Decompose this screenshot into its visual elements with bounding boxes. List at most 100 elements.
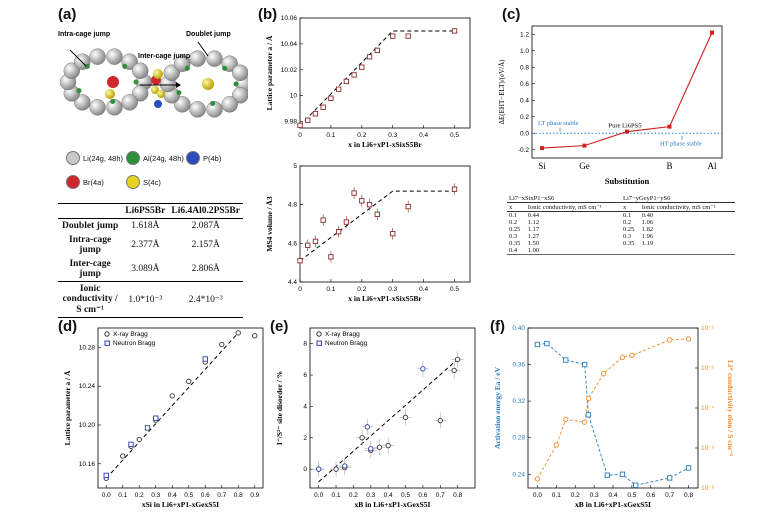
y-tick-label: 0.6 [520, 81, 529, 88]
p-atom [154, 100, 162, 108]
plot-frame [299, 165, 471, 283]
data-point [351, 190, 357, 196]
y2-tick-label: 10⁻² [701, 325, 715, 332]
table-cell: 0.2 [509, 219, 518, 226]
table-cell: 0.2 [622, 219, 632, 226]
s-atom [153, 69, 163, 79]
data-point [437, 417, 443, 424]
data-point [667, 124, 672, 129]
y2-tick-label: 10⁻³ [701, 365, 715, 372]
y-tick-label: 10.02 [281, 67, 298, 74]
data-point [553, 442, 559, 448]
y-axis-label: Lattice parameter a / Å [63, 370, 72, 445]
x-tick-label: 0.2 [349, 492, 358, 499]
data-point [619, 471, 626, 477]
y-tick-label: 10.28 [79, 344, 96, 351]
data-point [305, 242, 311, 248]
table-cell: Doublet jump [62, 221, 119, 231]
data-point [585, 395, 592, 402]
li-atom [106, 99, 123, 116]
y-tick-label: -0.2 [518, 147, 530, 154]
data-point [667, 475, 673, 481]
x-tick-label: 0.2 [357, 286, 366, 293]
atom-legend: Li(24g, 48h) Al(24g, 48h) P(4b) Br(4a) S(4c) [58, 147, 248, 199]
jump-distance-table: Li6PS5Br Li6.4Al0.2PS5Br Doublet jump 1.61… [58, 203, 243, 318]
legend-marker [104, 340, 110, 346]
li-atom [121, 94, 138, 111]
y-tick-label: 10.04 [281, 41, 298, 48]
data-point [235, 330, 241, 336]
data-point [405, 203, 411, 210]
li-atom [163, 64, 180, 81]
table-cell: 2.157Å [191, 240, 220, 250]
data-point [604, 472, 610, 478]
data-point [619, 354, 626, 360]
doublet-jump-label: Doublet jump [186, 31, 231, 38]
data-point [385, 442, 391, 449]
data-point [420, 366, 426, 372]
y-tick-label: 0 [303, 466, 307, 473]
data-point [359, 435, 365, 441]
x-tick-label: 0.4 [168, 492, 177, 499]
x-tick-label: Ge [579, 161, 590, 171]
legend-label: X-ray Bragg [113, 331, 148, 338]
data-point [402, 414, 409, 421]
li-atom [189, 101, 206, 118]
data-point [405, 33, 411, 39]
data-point [629, 352, 635, 359]
data-point [685, 336, 692, 342]
table-cell: 1.96 [641, 233, 654, 240]
y-tick-label: 4.6 [288, 240, 297, 247]
x-tick-label: 0.2 [357, 132, 366, 139]
y2-tick-label: 10⁻⁴ [701, 405, 715, 412]
al-atom [133, 79, 139, 85]
data-point [563, 416, 569, 423]
data-point [540, 146, 544, 151]
li-atom [89, 48, 106, 65]
panel-label-f: (f) [490, 318, 505, 335]
pure-annotation: Pure Li6PS5 [608, 122, 641, 129]
legend-label: Br(4a) [83, 177, 104, 187]
data-point [582, 361, 588, 368]
x-tick-label: 0.8 [234, 492, 243, 499]
y2-tick-label: 10⁻⁶ [701, 485, 715, 492]
x-tick-label: 0.3 [151, 492, 160, 499]
data-point [625, 129, 629, 134]
y-tick-label: 1.0 [520, 48, 529, 55]
al-atom [122, 63, 128, 69]
y-tick-label: 4.4 [288, 279, 297, 286]
panel-label-e: (e) [270, 318, 289, 335]
chart-d-lattice: 0.0 0.1 0.2 0.3 0.4 0.5 0.6 0.7 0.8 0.9 10.16 10.20… [63, 327, 264, 509]
data-point [305, 117, 311, 123]
y-tick-label: 2 [303, 435, 307, 442]
table-title-right: Li7−yGeyP1−yS6 [620, 195, 735, 203]
table-cell [621, 247, 640, 254]
crystal-structure-figure: Intra-cage jump Doublet jump Inter-cage … [58, 31, 253, 118]
table-cell: 3.089Å [131, 264, 160, 274]
chart-b-volume: 0 0.1 0.2 0.3 0.4 0.5 4.4 4.6 4.8 5 x in Li6+xP1-x… [265, 163, 471, 303]
li-atom [206, 101, 223, 118]
plot-frame [527, 327, 699, 489]
al-atom [176, 90, 182, 96]
table-row: 0.1 0.44 0.1 0.40 [507, 212, 735, 219]
y-tick-label: 6 [303, 372, 307, 379]
x-tick-label: 0.5 [450, 286, 459, 293]
x-tick-label: 0.6 [201, 492, 210, 499]
data-point [364, 424, 370, 430]
data-point [320, 217, 326, 223]
lt-annotation: LT phase stable [538, 120, 579, 127]
table-cell: 0.35 [622, 240, 635, 247]
legend-label: P(4b) [203, 153, 222, 163]
x-tick-label: 0.9 [250, 492, 259, 499]
table-cell: 1.06 [641, 219, 654, 226]
x-tick-label: 0.1 [552, 492, 561, 499]
legend-label: X-ray Bragg [325, 331, 360, 338]
data-point [390, 33, 396, 39]
x-tick-label: 0.4 [419, 286, 428, 293]
li-atom [63, 62, 80, 79]
data-point [390, 231, 396, 237]
x-tick-label: 0.3 [388, 132, 397, 139]
data-point [328, 95, 334, 101]
table-cell: 2.087Å [191, 221, 220, 231]
table-cell: 2.377Å [131, 240, 160, 250]
